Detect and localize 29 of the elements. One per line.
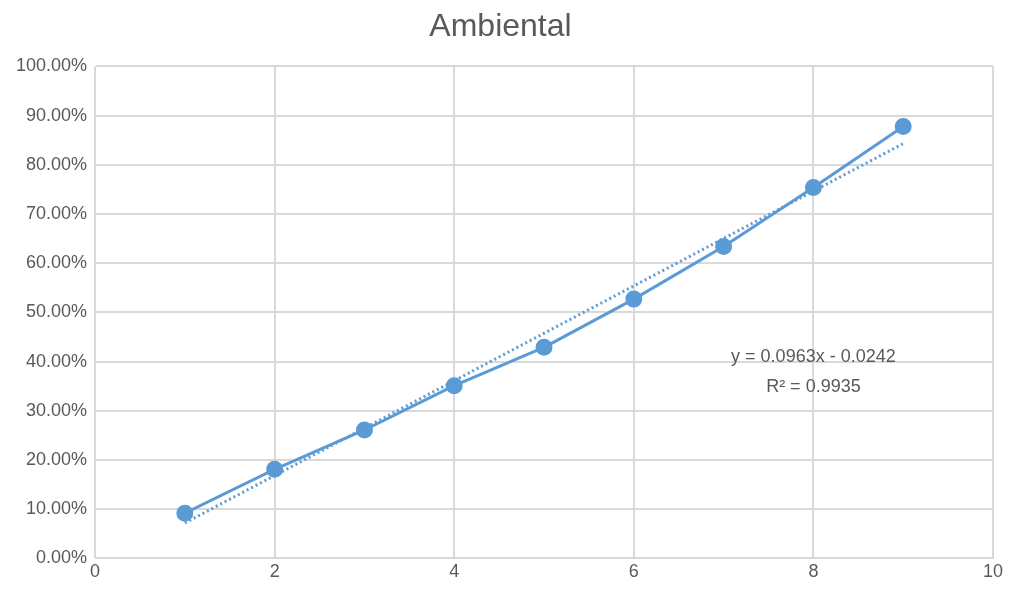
- y-tick-label: 20.00%: [26, 448, 88, 469]
- chart-title: Ambiental: [429, 7, 572, 44]
- y-tick-label: 10.00%: [26, 498, 88, 519]
- point: [445, 377, 463, 395]
- x-tick-label: 8: [808, 561, 819, 582]
- point: [894, 117, 912, 135]
- point: [355, 421, 373, 439]
- point: [804, 178, 822, 196]
- point: [176, 504, 194, 522]
- annotation: y = 0.0963x - 0.0242: [731, 345, 896, 366]
- y-tick-label: 50.00%: [26, 301, 88, 322]
- y-tick-label: 0.00%: [36, 547, 88, 568]
- x-tick-label: 4: [449, 561, 460, 582]
- y-tick-label: 60.00%: [26, 252, 88, 273]
- y-tick-label: 30.00%: [26, 399, 88, 420]
- y-tick-label: 90.00%: [26, 104, 88, 125]
- x-tick-label: 10: [982, 561, 1004, 582]
- y-tick-label: 70.00%: [26, 202, 88, 223]
- y-tick-label: 100.00%: [16, 55, 88, 76]
- point: [625, 290, 643, 308]
- point: [715, 237, 733, 255]
- point: [535, 338, 553, 356]
- x-tick-label: 6: [628, 561, 639, 582]
- y-tick-label: 40.00%: [26, 350, 88, 371]
- annotation: R² = 0.9935: [766, 375, 861, 396]
- x-tick-label: 0: [90, 561, 101, 582]
- point: [266, 460, 284, 478]
- x-tick-label: 2: [269, 561, 280, 582]
- y-tick-label: 80.00%: [26, 153, 88, 174]
